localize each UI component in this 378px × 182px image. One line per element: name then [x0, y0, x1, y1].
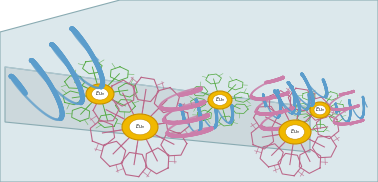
Ellipse shape: [279, 120, 311, 144]
Ellipse shape: [213, 95, 227, 105]
Text: $Eu_n$: $Eu_n$: [215, 96, 225, 104]
Text: $Eu_n$: $Eu_n$: [95, 90, 105, 98]
Polygon shape: [5, 67, 310, 152]
Ellipse shape: [314, 105, 326, 115]
Ellipse shape: [208, 91, 232, 109]
Ellipse shape: [122, 114, 158, 140]
Text: $Eu_n$: $Eu_n$: [135, 122, 145, 131]
Ellipse shape: [129, 119, 151, 135]
Ellipse shape: [310, 102, 330, 118]
Text: $Eu_n$: $Eu_n$: [315, 106, 325, 114]
Ellipse shape: [91, 88, 108, 100]
Text: $Eu_n$: $Eu_n$: [290, 128, 300, 136]
Ellipse shape: [285, 125, 305, 139]
Ellipse shape: [86, 84, 114, 104]
